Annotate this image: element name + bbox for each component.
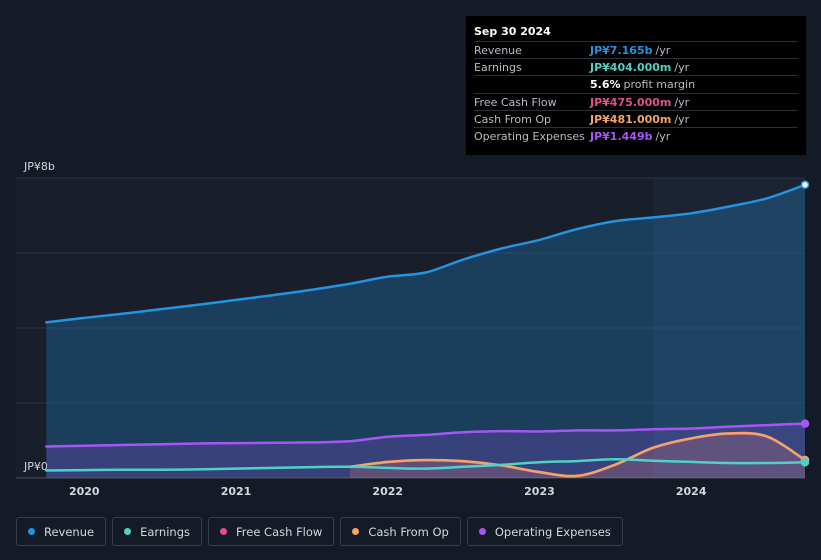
tooltip-row-unit: /yr (655, 129, 671, 143)
chart-legend: Revenue Earnings Free Cash Flow Cash From O… (16, 517, 623, 546)
legend-item-earnings[interactable]: Earnings (112, 517, 202, 546)
legend-item-free-cash-flow[interactable]: Free Cash Flow (208, 517, 335, 546)
legend-label: Earnings (140, 524, 190, 539)
tooltip-row-value: JP¥404.000m (590, 61, 672, 75)
x-tick-label: 2024 (676, 485, 707, 498)
y-axis-top-label: JP¥8b (23, 160, 55, 173)
tooltip-row-unit: profit margin (623, 78, 696, 92)
y-axis-bottom-label: JP¥0 (23, 460, 48, 473)
legend-label: Free Cash Flow (236, 524, 323, 539)
tooltip-row-label (474, 76, 590, 92)
tooltip-row: 5.6% profit margin (474, 75, 798, 92)
revenue-end-point (800, 180, 810, 189)
legend-label: Revenue (44, 524, 95, 539)
tooltip-row-unit: /yr (674, 61, 690, 75)
operating-expenses-end-point (800, 419, 810, 428)
operating-expenses-line (45, 422, 807, 448)
x-tick-label: 2020 (69, 485, 100, 498)
cash-from-op-line (348, 431, 807, 478)
tooltip-row-value: JP¥7.165b (590, 44, 653, 57)
tooltip-row-value: 5.6% (590, 78, 621, 92)
legend-item-operating-expenses[interactable]: Operating Expenses (466, 517, 623, 546)
tooltip-row-label: Earnings (474, 61, 522, 75)
x-tick-label: 2022 (372, 485, 403, 498)
tooltip-row-unit: /yr (655, 44, 671, 57)
tooltip-row: Cash From Op JP¥481.000m/yr (474, 109, 798, 127)
legend-label: Operating Expenses (494, 524, 611, 539)
x-tick-label: 2021 (221, 485, 252, 498)
tooltip-row-label: Free Cash Flow (474, 95, 557, 109)
legend-item-cash-from-op[interactable]: Cash From Op (340, 517, 461, 546)
legend-dot-icon (28, 528, 35, 535)
x-tick-label: 2023 (524, 485, 555, 498)
legend-item-revenue[interactable]: Revenue (16, 517, 107, 546)
legend-dot-icon (220, 528, 227, 535)
earnings-end-point (800, 458, 810, 467)
revenue-line (45, 183, 807, 324)
legend-label: Cash From Op (368, 524, 449, 539)
tooltip-row: Earnings JP¥404.000m/yr (474, 58, 798, 75)
tooltip-row-label: Revenue (474, 44, 522, 57)
tooltip-row-unit: /yr (674, 112, 690, 126)
tooltip-row: Operating Expenses JP¥1.449b/yr (474, 126, 798, 144)
hover-tooltip: Sep 30 2024 Revenue JP¥7.165b/yr Earnings J… (466, 16, 806, 155)
tooltip-row-unit: /yr (674, 95, 690, 109)
tooltip-row-value: JP¥1.449b (590, 129, 653, 143)
tooltip-row-value: JP¥475.000m (590, 95, 672, 109)
legend-dot-icon (124, 528, 132, 535)
revenue-area (46, 184, 806, 479)
tooltip-row: Free Cash Flow JP¥475.000m/yr (474, 92, 798, 110)
tooltip-row-label: Operating Expenses (474, 129, 585, 143)
tooltip-date: Sep 30 2024 (474, 25, 551, 38)
tooltip-row: Revenue JP¥7.165b/yr (474, 41, 798, 58)
legend-dot-icon (478, 528, 486, 535)
tooltip-row-label: Cash From Op (474, 112, 552, 126)
legend-dot-icon (352, 528, 360, 535)
earnings-line (45, 458, 807, 472)
tooltip-row-value: JP¥481.000m (590, 112, 672, 126)
